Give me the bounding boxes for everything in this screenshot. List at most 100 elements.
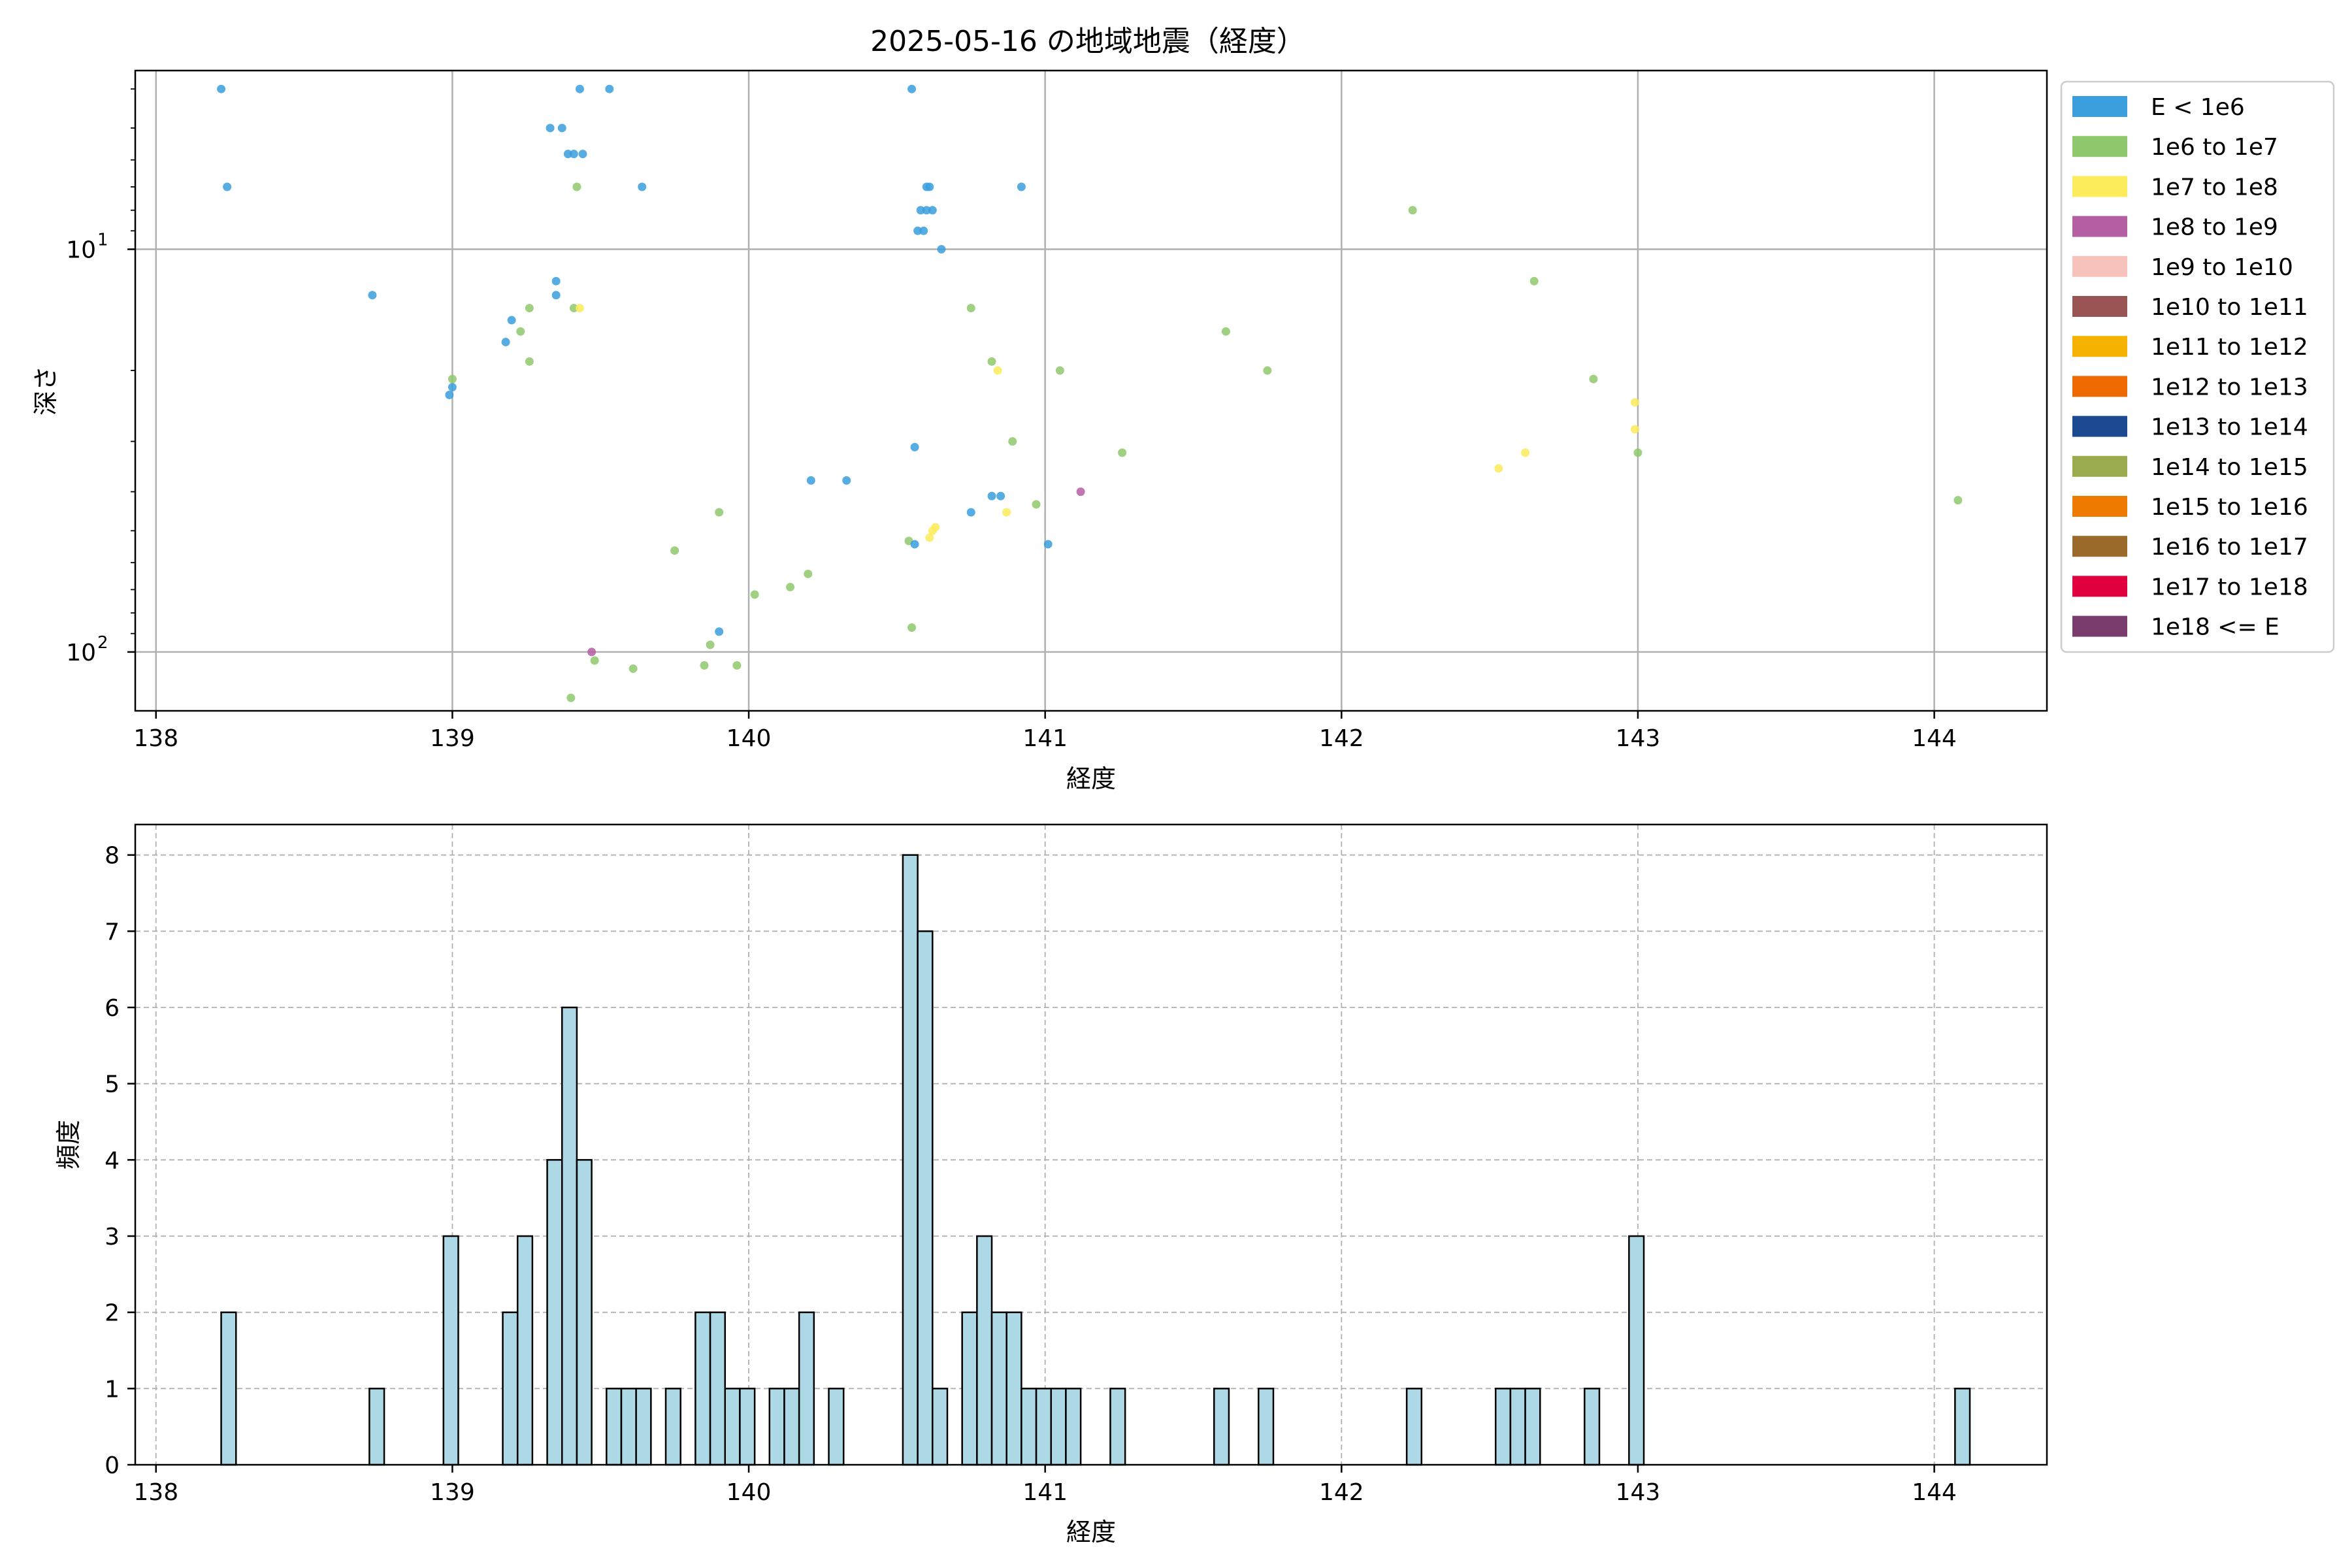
scatter-point bbox=[907, 84, 917, 93]
scatter-x-axis-label: 経度 bbox=[1066, 764, 1116, 793]
legend-label: 1e16 to 1e17 bbox=[2151, 534, 2308, 561]
histogram-y-tick-label: 6 bbox=[105, 995, 120, 1022]
scatter-point bbox=[966, 304, 975, 313]
legend-swatch bbox=[2072, 576, 2127, 597]
scatter-point bbox=[557, 123, 566, 133]
histogram-y-tick-label: 5 bbox=[105, 1071, 120, 1098]
histogram-bar bbox=[1584, 1388, 1601, 1466]
scatter-y-tick-label: 10 bbox=[66, 237, 96, 264]
scatter-point bbox=[928, 206, 937, 215]
scatter-point bbox=[700, 661, 709, 670]
scatter-point bbox=[913, 226, 923, 235]
legend-swatch bbox=[2072, 615, 2127, 637]
histogram-bar bbox=[1035, 1388, 1053, 1466]
scatter-point bbox=[1630, 398, 1639, 407]
histogram-bar bbox=[1524, 1388, 1541, 1466]
scatter-point bbox=[587, 647, 596, 657]
legend-swatch bbox=[2072, 496, 2127, 517]
histogram-bar bbox=[932, 1388, 949, 1466]
legend-swatch bbox=[2072, 136, 2127, 157]
legend-label: 1e11 to 1e12 bbox=[2151, 334, 2308, 361]
scatter-point bbox=[922, 206, 931, 215]
scatter-axes-frame bbox=[134, 69, 2048, 712]
legend-swatch bbox=[2072, 176, 2127, 197]
histogram-y-tick-label: 2 bbox=[105, 1300, 120, 1327]
histogram-x-tick-label: 142 bbox=[1319, 1479, 1364, 1506]
histogram-bar bbox=[990, 1311, 1007, 1466]
legend-swatch bbox=[2072, 376, 2127, 397]
scatter-point bbox=[925, 533, 934, 542]
histogram-bar bbox=[1509, 1388, 1526, 1466]
legend-swatch bbox=[2072, 255, 2127, 277]
scatter-point bbox=[575, 84, 584, 93]
legend-swatch bbox=[2072, 416, 2127, 437]
scatter-point bbox=[217, 84, 226, 93]
scatter-point bbox=[931, 523, 940, 532]
legend-entries: E < 1e6 1e6 to 1e7 1e7 to 1e8 1e8 to 1e9 1e9… bbox=[2072, 94, 2308, 641]
histogram-panel: 138 139 140 141 142 143 144 0 1 2 3 4 5 6 7 8 経度 頻度 bbox=[54, 823, 2048, 1546]
histogram-bar bbox=[1258, 1388, 1275, 1466]
histogram-x-tick-label: 143 bbox=[1616, 1479, 1661, 1506]
legend-swatch bbox=[2072, 455, 2127, 477]
legend-label: 1e6 to 1e7 bbox=[2151, 134, 2278, 161]
histogram-y-axis-label: 頻度 bbox=[54, 1120, 83, 1169]
scatter-point bbox=[1221, 327, 1230, 336]
histogram-bar bbox=[828, 1388, 845, 1466]
histogram-bars bbox=[220, 854, 1971, 1466]
scatter-point bbox=[516, 327, 525, 336]
scatter-x-tick-label: 143 bbox=[1616, 725, 1661, 752]
histogram-bar bbox=[768, 1388, 785, 1466]
histogram-bar bbox=[606, 1388, 623, 1466]
scatter-x-tick-label: 144 bbox=[1912, 725, 1957, 752]
legend-label: 1e7 to 1e8 bbox=[2151, 174, 2278, 201]
scatter-point bbox=[706, 640, 715, 649]
scatter-point bbox=[223, 182, 232, 191]
histogram-bar bbox=[917, 930, 934, 1466]
scatter-point bbox=[629, 664, 638, 673]
scatter-point bbox=[445, 390, 454, 399]
histogram-x-tick-label: 139 bbox=[430, 1479, 475, 1506]
histogram-bar bbox=[576, 1159, 593, 1466]
scatter-point bbox=[1494, 464, 1503, 473]
histogram-x-axis-label: 経度 bbox=[1066, 1518, 1116, 1546]
histogram-x-axis: 138 139 140 141 142 143 144 bbox=[133, 1465, 1957, 1506]
histogram-bar bbox=[1628, 1235, 1645, 1466]
scatter-point bbox=[605, 84, 614, 93]
histogram-bar bbox=[798, 1311, 815, 1466]
scatter-y-tick-exponent: 1 bbox=[97, 231, 108, 250]
legend-label: E < 1e6 bbox=[2151, 94, 2245, 121]
scatter-x-tick-label: 142 bbox=[1319, 725, 1364, 752]
histogram-bar bbox=[709, 1311, 727, 1466]
scatter-point bbox=[987, 357, 996, 366]
scatter-point bbox=[925, 182, 934, 191]
scatter-point bbox=[786, 583, 795, 592]
scatter-point bbox=[1118, 448, 1127, 457]
scatter-x-tick-label: 140 bbox=[727, 725, 772, 752]
scatter-gridlines bbox=[135, 71, 2047, 711]
histogram-bar bbox=[1050, 1388, 1067, 1466]
histogram-x-tick-label: 138 bbox=[133, 1479, 178, 1506]
scatter-point bbox=[670, 546, 679, 555]
histogram-bar bbox=[620, 1388, 637, 1466]
scatter-point bbox=[910, 442, 919, 451]
histogram-bar bbox=[664, 1388, 681, 1466]
histogram-bar bbox=[1109, 1388, 1126, 1466]
scatter-point bbox=[569, 150, 578, 159]
scatter-point bbox=[910, 540, 919, 549]
scatter-x-tick-label: 138 bbox=[133, 725, 178, 752]
legend-label: 1e8 to 1e9 bbox=[2151, 214, 2278, 241]
scatter-y-axis-label: 深さ bbox=[31, 366, 60, 416]
legend-label: 1e14 to 1e15 bbox=[2151, 454, 2308, 481]
scatter-point bbox=[732, 661, 742, 670]
histogram-bar bbox=[1494, 1388, 1512, 1466]
legend: E < 1e6 1e6 to 1e7 1e7 to 1e8 1e8 to 1e9 1e9… bbox=[2060, 80, 2335, 653]
legend-label: 1e18 <= E bbox=[2151, 614, 2279, 641]
scatter-point bbox=[590, 656, 599, 665]
histogram-x-tick-label: 140 bbox=[727, 1479, 772, 1506]
scatter-point bbox=[987, 491, 996, 500]
histogram-bar bbox=[1954, 1388, 1971, 1466]
legend-label: 1e15 to 1e16 bbox=[2151, 494, 2308, 521]
